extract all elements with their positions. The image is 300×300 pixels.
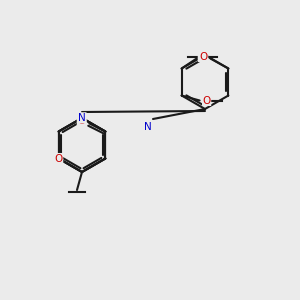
Text: O: O — [198, 52, 206, 61]
Text: N: N — [78, 113, 86, 123]
Text: O: O — [77, 116, 86, 127]
Text: O: O — [78, 113, 86, 123]
Text: O: O — [200, 52, 208, 61]
Text: O: O — [202, 95, 211, 106]
Text: N: N — [144, 122, 152, 132]
Text: O: O — [55, 154, 63, 164]
